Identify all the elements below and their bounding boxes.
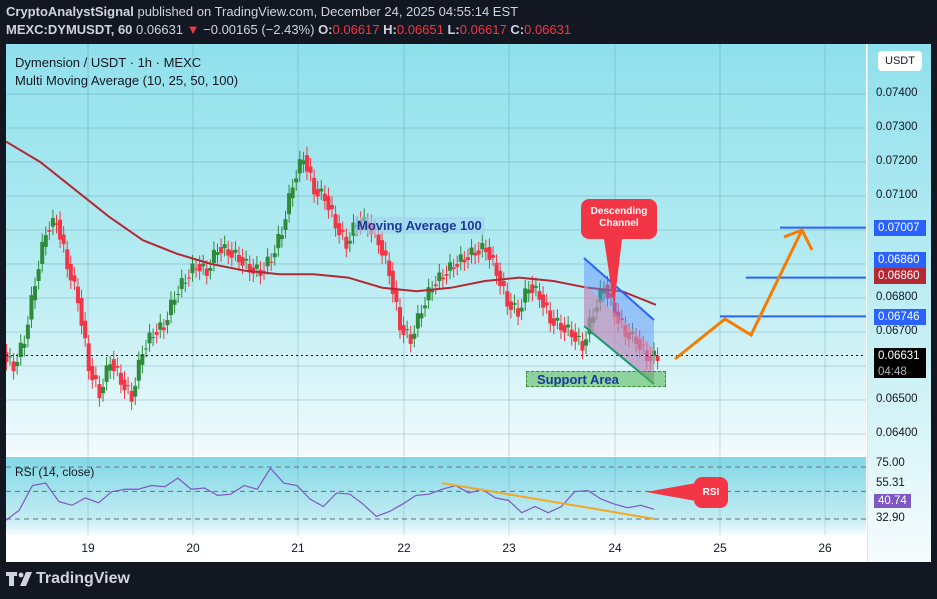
price-tick-label: 0.06700 <box>876 325 918 337</box>
price-tick-label: 0.07300 <box>876 121 918 133</box>
open-label: O: <box>318 22 333 37</box>
time-tick-label: 20 <box>186 541 200 555</box>
symbol-line: MEXC:DYMUSDT, 60 0.06631 ▼ −0.00165 (−2.… <box>6 21 571 39</box>
price-tick-label: 0.06500 <box>876 393 918 405</box>
price-tick-label: 0.06800 <box>876 291 918 303</box>
descending-channel-callout[interactable]: Descending Channel <box>581 199 657 239</box>
currency-button[interactable]: USDT <box>878 51 922 71</box>
chart-legend: Dymension / USDT · 1h · MEXC Multi Movin… <box>15 54 238 90</box>
time-axis[interactable]: 19 20 21 22 23 24 25 26 <box>6 535 866 562</box>
tradingview-logo[interactable]: TradingView <box>6 570 130 588</box>
rsi-chart <box>6 457 866 535</box>
down-arrow-icon: ▼ <box>186 22 200 37</box>
rsi-pane[interactable]: RSI (14, close) RSI <box>6 457 866 535</box>
tradingview-logo-icon <box>6 572 32 586</box>
time-tick-label: 25 <box>713 541 727 555</box>
low-value: 0.06617 <box>459 22 507 37</box>
close-label: C: <box>510 22 525 37</box>
indicator-title[interactable]: Multi Moving Average (10, 25, 50, 100) <box>15 73 239 88</box>
rsi-label[interactable]: RSI (14, close) <box>15 465 95 479</box>
time-tick-label: 19 <box>81 541 95 555</box>
price-level-badge: 0.06746 <box>874 309 926 325</box>
high-label: H: <box>383 22 397 37</box>
time-tick-label: 22 <box>397 541 411 555</box>
rsi-level-label: 75.00 <box>876 457 905 469</box>
open-value: 0.06617 <box>332 22 380 37</box>
rsi-value-badge: 40.74 <box>874 494 911 508</box>
price-axis[interactable]: USDT 0.07400 0.07300 0.07200 0.07100 0.06800… <box>867 44 931 562</box>
author-name[interactable]: CryptoAnalystSignal <box>6 4 134 19</box>
price-level-badge: 0.06860 <box>874 252 926 268</box>
rsi-level-label: 32.90 <box>876 512 905 524</box>
rsi-callout[interactable]: RSI <box>694 477 728 508</box>
low-label: L: <box>447 22 460 37</box>
price-tick-label: 0.07100 <box>876 189 918 201</box>
close-value: 0.06631 <box>524 22 572 37</box>
symbol-title[interactable]: Dymension / USDT · 1h · MEXC <box>15 55 202 70</box>
brand-name: TradingView <box>36 570 130 587</box>
price-level-badge: 0.06860 <box>874 268 926 284</box>
price-tick-label: 0.07400 <box>876 87 918 99</box>
price-chart <box>6 44 866 456</box>
time-tick-label: 21 <box>291 541 305 555</box>
time-tick-label: 24 <box>608 541 622 555</box>
time-tick-label: 26 <box>818 541 832 555</box>
symbol: MEXC:DYMUSDT, 60 <box>6 22 133 37</box>
price-tick-label: 0.06400 <box>876 427 918 439</box>
last-price: 0.06631 <box>132 22 184 37</box>
price-change: −0.00165 (−2.43%) <box>199 22 319 37</box>
ma100-annotation[interactable]: Moving Average 100 <box>354 217 485 234</box>
chart-frame: Dymension / USDT · 1h · MEXC Multi Movin… <box>6 44 931 562</box>
time-tick-label: 23 <box>502 541 516 555</box>
publish-info: published on TradingView.com, December 2… <box>133 4 519 19</box>
rsi-level-label: 55.31 <box>876 477 905 489</box>
price-tick-label: 0.07200 <box>876 155 918 167</box>
high-value: 0.06651 <box>396 22 444 37</box>
publish-header: CryptoAnalystSignal published on Trading… <box>6 3 571 39</box>
price-level-badge: 0.07007 <box>874 220 926 236</box>
support-area-annotation[interactable]: Support Area <box>526 371 666 387</box>
price-pane[interactable]: Dymension / USDT · 1h · MEXC Multi Movin… <box>6 44 866 456</box>
last-price-badge: 0.06631 04:48 <box>874 348 926 378</box>
